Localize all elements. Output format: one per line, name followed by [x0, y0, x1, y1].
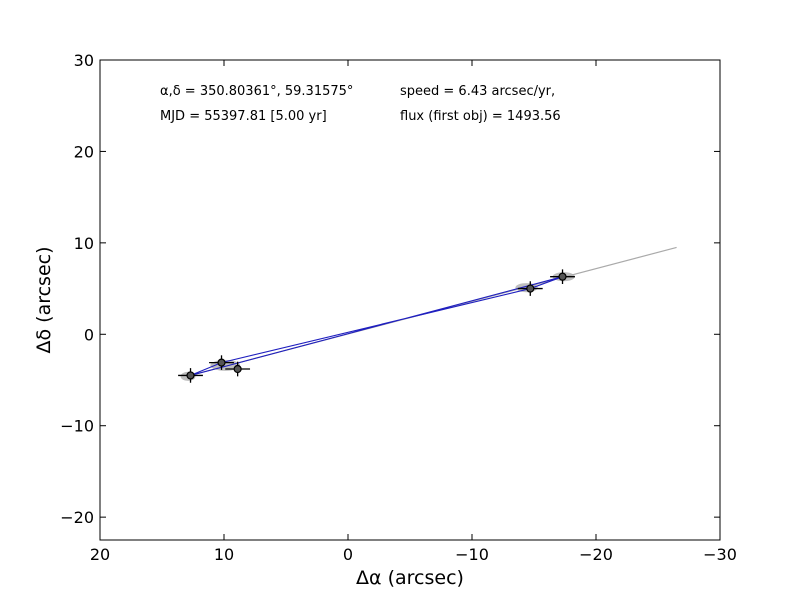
annotation-mjd: MJD = 55397.81 [5.00 yr]	[160, 109, 327, 124]
observation-point	[217, 358, 226, 367]
axes-layer: 20 10 0 −10 −20 −30 30 20 10 0 −10 −20	[60, 51, 737, 564]
x-tick-label: 10	[214, 545, 234, 564]
plot-frame	[99, 59, 721, 541]
plot-area	[100, 60, 720, 540]
y-tick-label: 0	[84, 325, 94, 344]
observation-point	[558, 272, 567, 281]
x-tick-label: −10	[455, 545, 489, 564]
y-tick-label: 20	[74, 142, 94, 161]
x-tick-label: −30	[703, 545, 737, 564]
observation-point	[526, 284, 535, 293]
y-axis-title: Δδ (arcsec)	[33, 246, 55, 353]
x-tick-label: 20	[90, 545, 110, 564]
data-layer	[178, 246, 677, 383]
y-tick-label: −10	[60, 417, 94, 436]
observation-point	[186, 371, 195, 380]
annotation-speed: speed = 6.43 arcsec/yr,	[400, 84, 555, 99]
annotation-flux: flux (first obj) = 1493.56	[400, 109, 561, 124]
y-tick-label: −20	[60, 508, 94, 527]
y-tick-label: 30	[74, 51, 94, 70]
y-tick-label: 10	[74, 234, 94, 253]
track-line	[190, 276, 563, 376]
x-axis-title: Δα (arcsec)	[356, 567, 464, 589]
x-tick-label: −20	[579, 545, 613, 564]
annotation-coordinates: α,δ = 350.80361°, 59.31575°	[160, 84, 353, 99]
observation-point	[233, 364, 242, 374]
x-tick-label: 0	[343, 545, 353, 564]
